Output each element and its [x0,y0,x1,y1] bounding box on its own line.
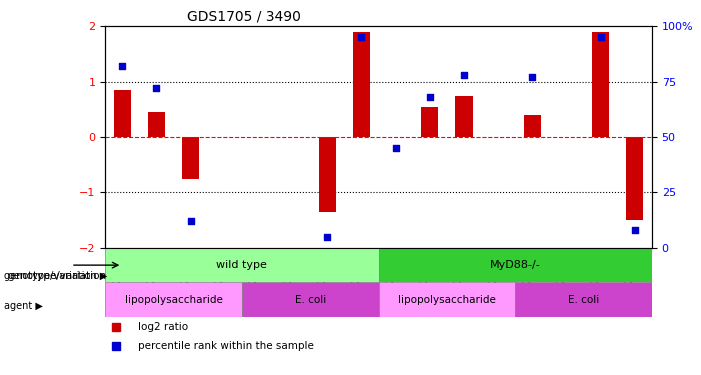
Point [390,145,401,151]
Bar [524,115,541,137]
Point [322,234,333,240]
Bar [353,32,370,137]
Text: percentile rank within the sample: percentile rank within the sample [138,341,314,351]
FancyBboxPatch shape [379,282,515,317]
Point [595,34,606,40]
Text: log2 ratio: log2 ratio [138,322,188,332]
Point [526,74,538,80]
FancyBboxPatch shape [515,282,652,317]
Text: E. coli: E. coli [568,295,599,304]
Text: E. coli: E. coli [294,295,326,304]
Bar [592,32,609,137]
Text: agent ▶: agent ▶ [4,301,42,310]
Bar [421,106,438,137]
Bar [626,137,644,220]
Bar [114,90,131,137]
Point [424,94,435,100]
Text: genotype/variation ▶: genotype/variation ▶ [4,271,107,280]
Text: MyD88-/-: MyD88-/- [490,260,540,270]
Text: wild type: wild type [217,260,267,270]
Text: lipopolysaccharide: lipopolysaccharide [398,295,496,304]
Text: genotype/variation: genotype/variation [7,271,106,280]
Point [151,85,162,91]
Point [458,72,470,78]
Bar [319,137,336,212]
FancyBboxPatch shape [105,248,379,282]
FancyBboxPatch shape [242,282,379,317]
Text: lipopolysaccharide: lipopolysaccharide [125,295,222,304]
Bar [182,137,199,178]
Bar [456,96,472,137]
FancyBboxPatch shape [379,248,652,282]
Text: GDS1705 / 3490: GDS1705 / 3490 [187,10,301,24]
Point [116,63,128,69]
Point [356,34,367,40]
FancyBboxPatch shape [105,282,242,317]
Point [185,218,196,224]
Bar [148,112,165,137]
Point [629,227,641,233]
